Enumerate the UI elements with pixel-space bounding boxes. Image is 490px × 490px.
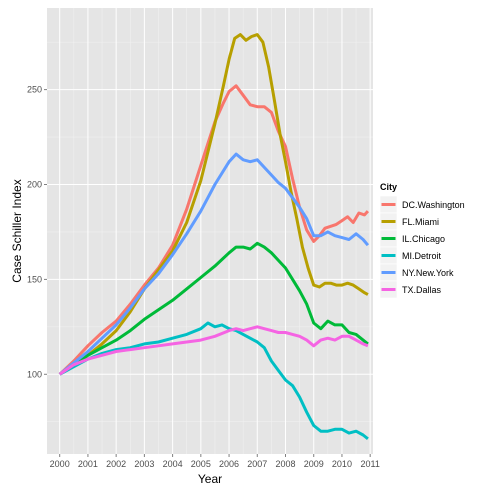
series-lines: [58, 33, 370, 440]
legend-item: FL.Miami: [379, 212, 439, 231]
x-tick-label: 2002: [106, 459, 126, 469]
legend-label: MI.Detroit: [402, 251, 442, 261]
legend-label: DC.Washington: [402, 200, 465, 210]
y-tick-label: 250: [27, 85, 42, 95]
legend-label: IL.Chicago: [402, 234, 445, 244]
x-tick-label: 2000: [50, 459, 70, 469]
series-line-dc-washington: [58, 84, 370, 376]
legend-item: DC.Washington: [379, 195, 465, 214]
y-tick-label: 200: [27, 180, 42, 190]
y-axis: 100 150 200 250: [27, 85, 47, 379]
legend-label: NY.New.York: [402, 268, 454, 278]
x-tick-label: 2011: [360, 459, 379, 469]
y-axis-title: Case Schiller Index: [10, 179, 24, 282]
x-tick-label: 2010: [332, 459, 352, 469]
x-tick-label: 2001: [78, 459, 98, 469]
x-axis-title: Year: [198, 472, 222, 486]
y-tick-label: 150: [27, 274, 42, 284]
legend-item: NY.New.York: [379, 263, 454, 282]
x-tick-label: 2003: [134, 459, 154, 469]
x-tick-label: 2008: [275, 459, 295, 469]
legend-item: TX.Dallas: [379, 280, 442, 299]
x-tick-label: 2009: [304, 459, 324, 469]
legend-item: IL.Chicago: [379, 229, 445, 248]
y-tick-label: 100: [27, 369, 42, 379]
x-tick-label: 2006: [219, 459, 239, 469]
x-axis: 2000 2001 2002 2003 2004 2005 2006 2007 2008 2009…: [50, 454, 380, 469]
legend-item: MI.Detroit: [379, 246, 442, 265]
legend-label: FL.Miami: [402, 217, 439, 227]
legend-label: TX.Dallas: [402, 285, 442, 295]
series-line-tx-dallas: [58, 325, 369, 376]
series-line-il-chicago: [58, 241, 369, 376]
legend-title: City: [380, 182, 397, 192]
plot-panel: [47, 8, 373, 454]
x-tick-label: 2004: [163, 459, 183, 469]
legend: City DC.Washington FL.Miami IL.Chicago MI.D…: [379, 182, 465, 299]
x-tick-label: 2005: [191, 459, 211, 469]
series-line-mi-detroit: [58, 321, 369, 440]
x-tick-label: 2007: [247, 459, 267, 469]
series-line-ny-new-york: [58, 152, 370, 376]
